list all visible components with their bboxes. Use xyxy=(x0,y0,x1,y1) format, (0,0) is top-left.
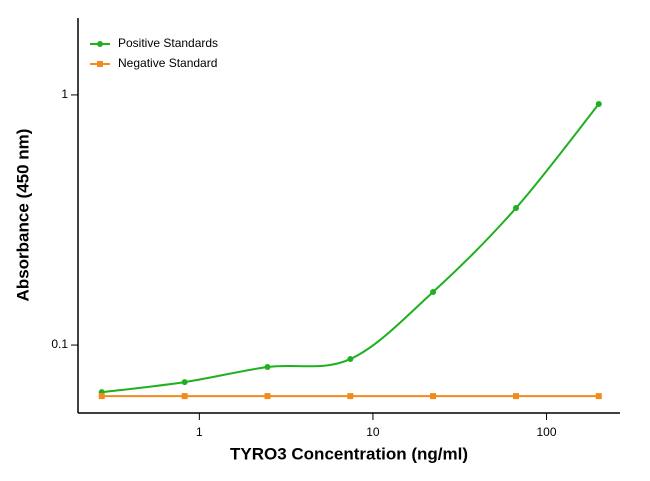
x-tick-label: 100 xyxy=(537,425,557,439)
data-point xyxy=(430,288,437,295)
data-point xyxy=(512,393,519,400)
legend-marker xyxy=(97,61,103,67)
data-point xyxy=(181,393,188,400)
y-axis-title: Absorbance (450 nm) xyxy=(13,129,32,302)
legend-label: Negative Standard xyxy=(118,56,217,70)
data-point xyxy=(595,100,602,107)
x-tick-label: 1 xyxy=(196,425,203,439)
series-line xyxy=(101,103,600,394)
legend-marker xyxy=(97,41,103,47)
y-tick-label: 0.1 xyxy=(51,337,68,351)
x-tick-label: 10 xyxy=(366,425,380,439)
data-point xyxy=(347,393,354,400)
data-point xyxy=(264,364,271,371)
x-axis-title: TYRO3 Concentration (ng/ml) xyxy=(230,444,468,463)
data-point xyxy=(430,393,437,400)
data-point xyxy=(512,205,519,212)
data-point xyxy=(181,379,188,386)
data-point xyxy=(595,393,602,400)
data-point xyxy=(98,393,105,400)
y-tick-label: 1 xyxy=(61,87,68,101)
data-point xyxy=(264,393,271,400)
legend-label: Positive Standards xyxy=(118,36,218,50)
data-point xyxy=(347,356,354,363)
